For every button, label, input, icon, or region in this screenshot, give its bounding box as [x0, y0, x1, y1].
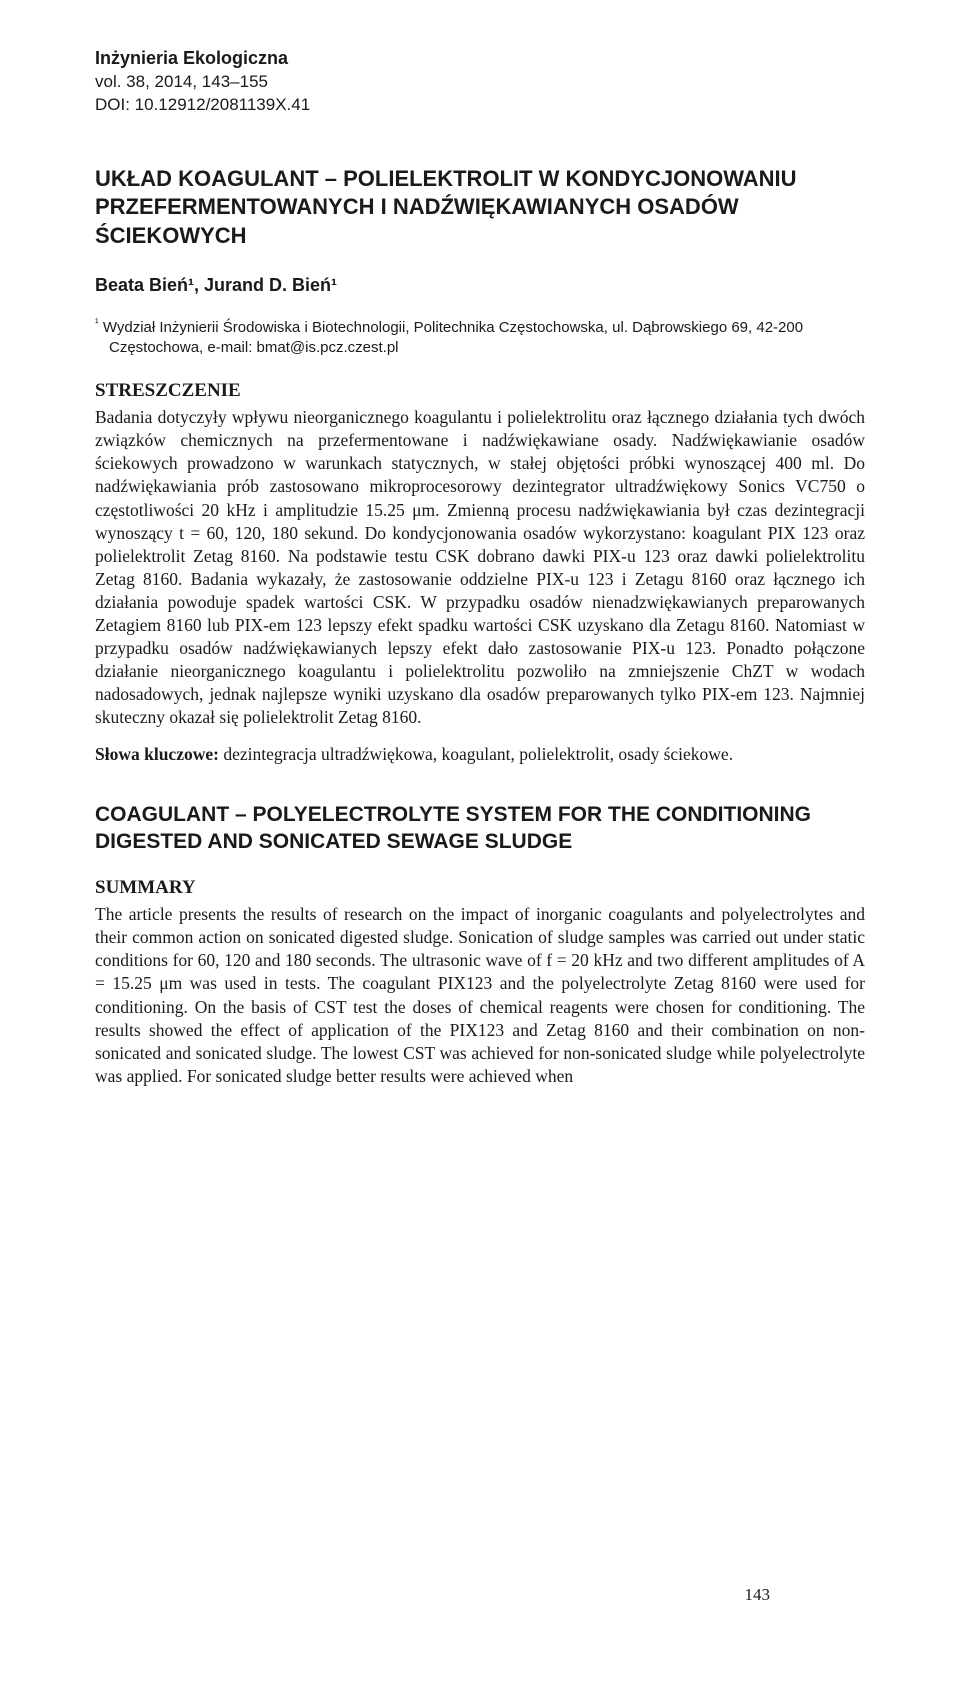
journal-name: Inżynieria Ekologiczna	[95, 48, 865, 69]
page-number: 143	[745, 1585, 771, 1605]
page: Inżynieria Ekologiczna vol. 38, 2014, 14…	[95, 48, 865, 1645]
article-title: UKŁAD KOAGULANT – POLIELEKTROLIT W KONDY…	[95, 165, 865, 251]
article-affiliation: ¹ Wydział Inżynierii Środowiska i Biotec…	[95, 316, 865, 359]
abstract-heading: STRESZCZENIE	[95, 380, 865, 402]
article-authors: Beata Bień¹, Jurand D. Bień¹	[95, 275, 865, 296]
abstract-body: Badania dotyczyły wpływu nieorganicznego…	[95, 406, 865, 729]
keywords-text: dezintegracja ultradźwiękowa, koagulant,…	[219, 744, 733, 764]
affiliation-text: Wydział Inżynierii Środowiska i Biotechn…	[103, 319, 803, 356]
journal-volume: vol. 38, 2014, 143–155	[95, 71, 865, 94]
keywords-line: Słowa kluczowe: dezintegracja ultradźwię…	[95, 743, 865, 766]
keywords-label: Słowa kluczowe:	[95, 744, 219, 764]
journal-doi: DOI: 10.12912/2081139X.41	[95, 94, 865, 117]
affiliation-marker: ¹	[95, 317, 99, 329]
summary-heading: SUMMARY	[95, 877, 865, 899]
summary-body: The article presents the results of rese…	[95, 903, 865, 1088]
english-title: COAGULANT – POLYELECTROLYTE SYSTEM FOR T…	[95, 801, 865, 856]
journal-header-block: Inżynieria Ekologiczna vol. 38, 2014, 14…	[95, 48, 865, 117]
